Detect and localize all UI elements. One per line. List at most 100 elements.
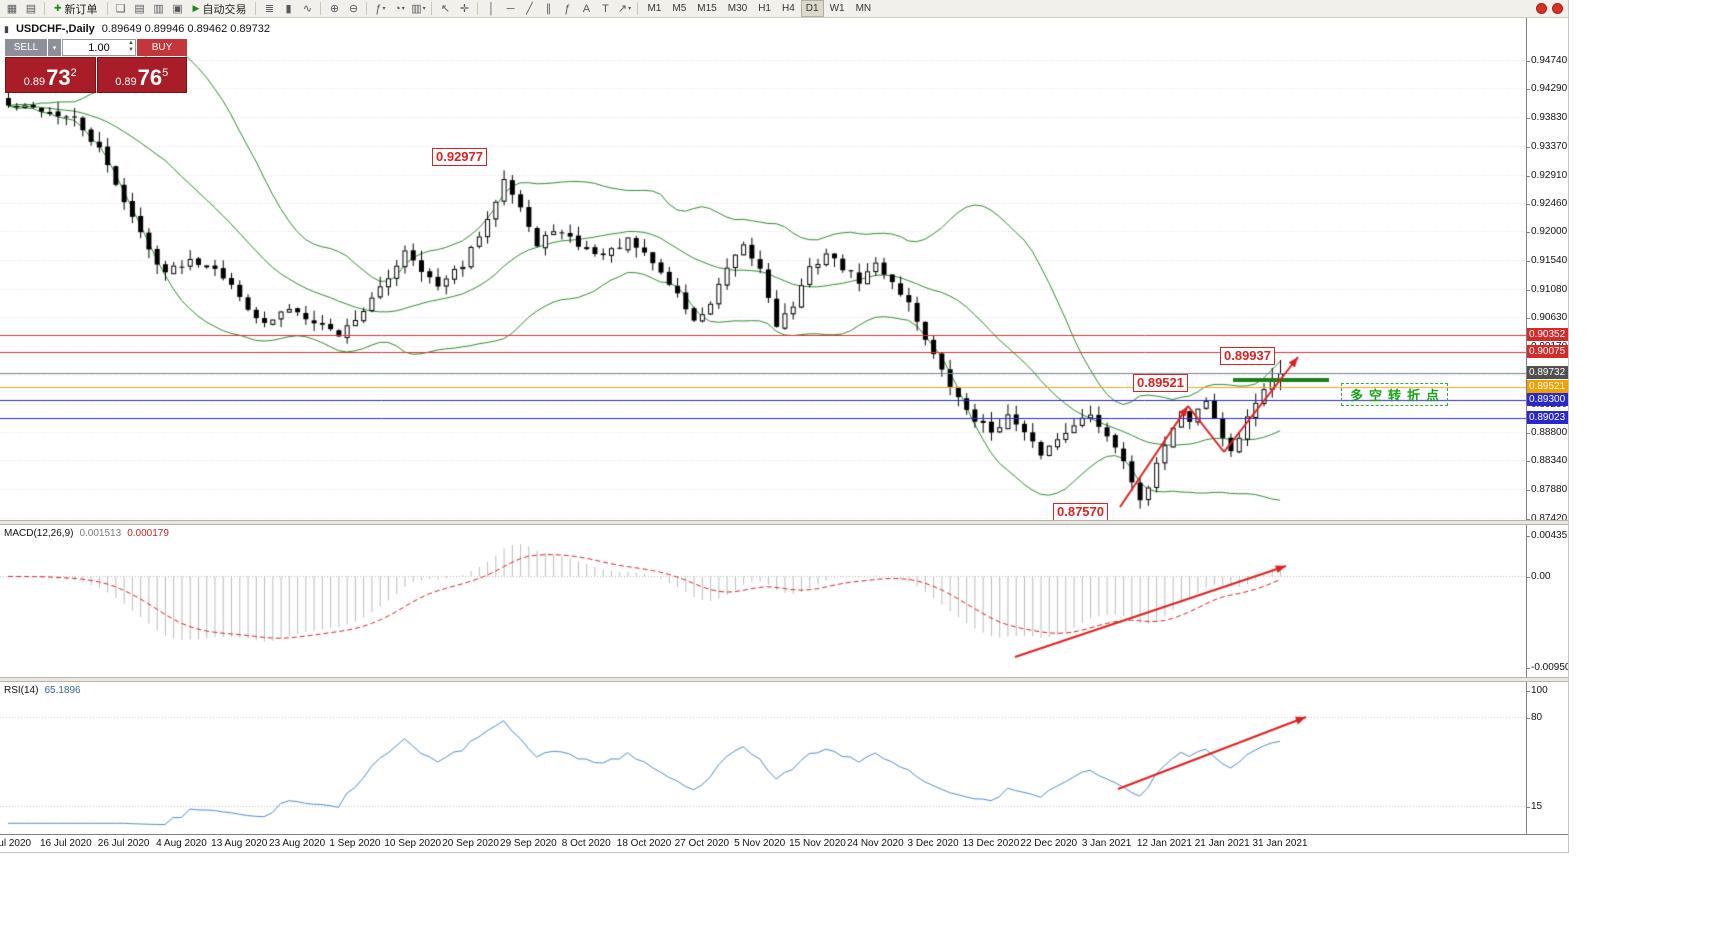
channel-icon[interactable]: ∥ (545, 3, 552, 15)
indicator-axis-label: -0.009504 (1525, 662, 1568, 673)
price-axis-badge: 0.89023 (1527, 410, 1568, 424)
tile-horizontal-icon[interactable]: ▤ (134, 3, 145, 15)
tile-vertical-icon[interactable]: ▥ (153, 3, 164, 15)
periods-icon[interactable]: ◔ ▾ (394, 2, 405, 15)
date-tick: 16 Jul 2020 (39, 838, 92, 849)
sell-price-button[interactable]: 0.89 73 2 (5, 57, 96, 93)
macd-canvas[interactable] (0, 525, 1526, 677)
cascade-windows-icon[interactable]: ▣ (172, 3, 183, 15)
date-tick: 21 Jan 2021 (1194, 838, 1250, 849)
timeframe-m15[interactable]: M15 (697, 3, 717, 14)
buy-price-prefix: 0.89 (115, 76, 137, 88)
new-chart-icon[interactable]: ▦ (6, 3, 18, 15)
date-tick: 29 Sep 2020 (500, 838, 557, 849)
crosshair-icon[interactable]: ✛ (459, 3, 470, 15)
price-tick: 0.91080 (1525, 284, 1568, 295)
date-tick: 23 Aug 2020 (269, 838, 326, 849)
candlestick-icon[interactable]: ▮ (285, 3, 292, 15)
fibonacci-icon[interactable]: ƒ (564, 2, 571, 15)
sell-price-big: 73 (46, 65, 71, 90)
bars-icon[interactable]: ≣ (264, 3, 275, 15)
bull-bear-turning-point-note[interactable]: 多空转折点 (1341, 383, 1449, 406)
vertical-line-icon[interactable]: │ (488, 2, 495, 15)
new-order-button-label: 新订单 (64, 3, 98, 16)
price-tick: 0.94290 (1525, 83, 1568, 95)
panel-splitter-2[interactable] (0, 677, 1568, 682)
toolbar-separator (431, 2, 433, 15)
indicators-icon-dropdown: ▾ (382, 6, 386, 12)
status-red-icon-2[interactable] (1552, 3, 1563, 14)
indicators-icon[interactable]: ƒ ▾ (375, 2, 386, 15)
status-red-icon-1[interactable] (1536, 3, 1547, 14)
buy-price-big: 76 (137, 65, 163, 90)
arrows-icon[interactable]: ↗ ▾ (617, 3, 632, 15)
price-tick: 0.87880 (1525, 484, 1568, 496)
buy-price-button[interactable]: 0.89 76 5 (96, 57, 187, 93)
trendline-icon[interactable]: ╱ (526, 3, 533, 15)
volume-input[interactable] (63, 40, 135, 55)
date-tick: 5 Nov 2020 (734, 838, 786, 849)
buy-button[interactable]: BUY (137, 39, 187, 56)
timeframe-w1[interactable]: W1 (829, 3, 845, 14)
arrows-icon-dropdown: ▾ (628, 6, 632, 12)
timeframe-h4[interactable]: H4 (781, 3, 795, 14)
price-label-annotation[interactable]: 0.92977 (432, 148, 487, 166)
date-tick: 3 Jan 2021 (1081, 838, 1132, 849)
timeframe-d1[interactable]: D1 (800, 0, 824, 17)
profiles-icon[interactable]: ▤ (25, 3, 37, 15)
timeframe-mn[interactable]: MN (855, 3, 872, 14)
sell-button[interactable]: SELL (5, 39, 47, 56)
text-icon[interactable]: A (582, 2, 591, 15)
label-icon[interactable]: T (602, 2, 609, 15)
price-axis-badge: 0.89521 (1527, 379, 1568, 393)
price-label-annotation[interactable]: 0.89937 (1220, 347, 1275, 365)
chart-title-overlay: ▮ USDCHF-,Daily 0.89649 0.89946 0.89462 … (4, 23, 270, 35)
price-axis-badge: 0.90075 (1527, 344, 1568, 358)
new-order-button[interactable]: ✚ 新订单 (49, 1, 103, 17)
cursor-icon[interactable]: ↖ (440, 3, 451, 15)
date-tick: 24 Nov 2020 (846, 838, 904, 849)
rsi-canvas[interactable] (0, 682, 1526, 834)
autotrade-button[interactable]: ▶ 自动交易 (188, 1, 252, 17)
volume-stepper[interactable]: ▲ ▼ (128, 40, 134, 54)
price-tick: 0.93370 (1525, 140, 1568, 152)
timeframe-m30[interactable]: M30 (727, 3, 748, 14)
price-axis-badge: 0.90352 (1527, 327, 1568, 341)
chart-symbol-title: USDCHF-,Daily (15, 23, 95, 35)
date-tick: 12 Jan 2021 (1136, 838, 1192, 849)
date-tick: 4 Aug 2020 (156, 838, 207, 849)
rsi-label-text: RSI(14) (4, 685, 39, 696)
toolbar-separator (637, 2, 639, 15)
date-tick: 18 Oct 2020 (616, 838, 672, 849)
chart-window-icon[interactable]: ❏ (115, 3, 126, 15)
timeframe-m5[interactable]: M5 (672, 3, 687, 14)
macd-label-text: MACD(12,26,9) (4, 528, 74, 539)
zoom-out-icon[interactable]: ⊖ (348, 3, 359, 15)
price-tick: 0.91540 (1525, 255, 1568, 267)
macd-panel-label: MACD(12,26,9) 0.001513 0.000179 (4, 528, 169, 539)
panel-splitter-1[interactable] (0, 520, 1568, 525)
price-label-annotation[interactable]: 0.89521 (1133, 374, 1188, 392)
volume-up-icon[interactable]: ▲ (128, 40, 134, 46)
toolbar-separator (44, 2, 45, 15)
main-toolbar: ▦ ▤ ✚ 新订单 ❏ ▤ ▥ ▣ ▶ 自动交易 ≣ ▮ ∿ ⊕ ⊖ ƒ ▾ ◔ ▾ ▥ ▾ ↖ ✛ │ ─ ╱ ∥ ƒ A T ↗ ▾ M1 M… (0, 0, 1568, 18)
date-tick: 10 Sep 2020 (384, 838, 442, 849)
line-chart-icon[interactable]: ∿ (302, 3, 313, 15)
price-tick: 0.94740 (1525, 55, 1568, 66)
horizontal-line-icon[interactable]: ─ (506, 2, 515, 15)
price-label-annotation[interactable]: 0.87570 (1053, 503, 1108, 521)
date-tick: 1 Jul 2020 (0, 838, 32, 849)
main-chart-canvas[interactable] (0, 18, 1526, 520)
price-axis[interactable]: 0.94740 0.94290 0.93830 0.93370 0.92910 0.924… (1525, 18, 1568, 834)
zoom-in-icon[interactable]: ⊕ (329, 3, 340, 15)
sell-dropdown-icon[interactable]: ▾ (48, 39, 61, 56)
autotrade-button-icon: ▶ (192, 3, 200, 13)
timeframe-m1[interactable]: M1 (647, 3, 662, 14)
price-tick: 0.90630 (1525, 312, 1568, 324)
timeframe-h1[interactable]: H1 (758, 3, 771, 14)
price-tick: 0.92910 (1525, 169, 1568, 181)
volume-down-icon[interactable]: ▼ (128, 47, 134, 53)
time-axis[interactable]: 1 Jul 2020 16 Jul 2020 26 Jul 2020 4 Aug 20… (0, 834, 1568, 852)
price-tick: 0.87420 (1525, 513, 1568, 524)
templates-icon[interactable]: ▥ ▾ (411, 3, 426, 15)
